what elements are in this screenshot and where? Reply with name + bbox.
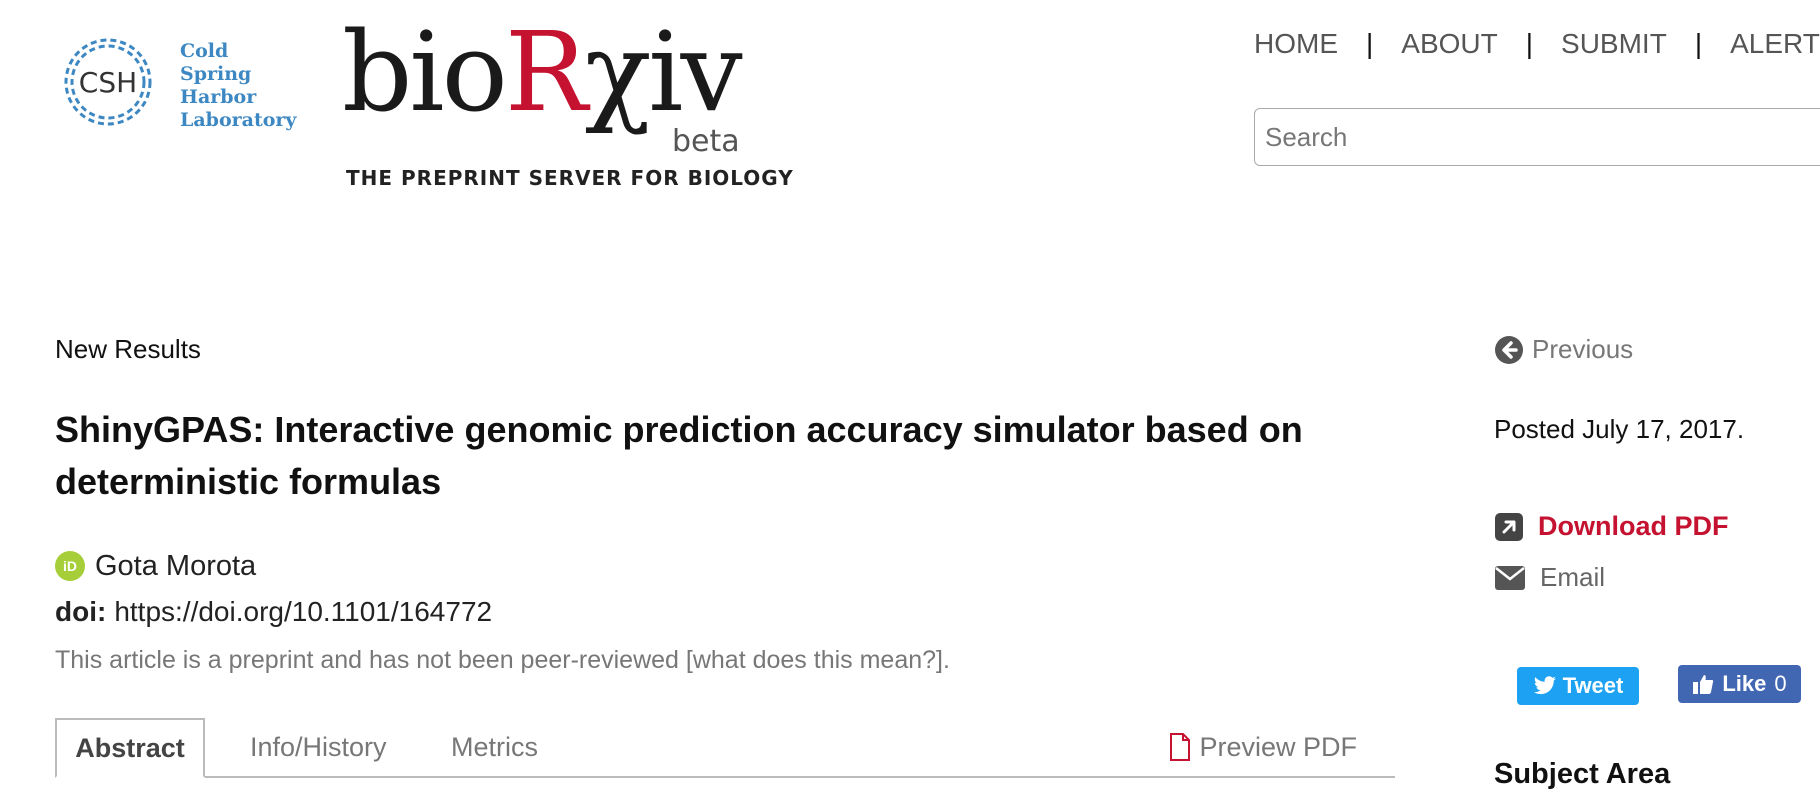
tab-metrics[interactable]: Metrics — [451, 731, 538, 762]
nav-home[interactable]: HOME — [1254, 28, 1338, 59]
envelope-icon — [1495, 565, 1525, 590]
facebook-like-button[interactable]: Like 0 — [1678, 665, 1801, 703]
article-section-label: New Results — [55, 334, 201, 364]
preview-pdf-button[interactable]: Preview PDF — [1169, 718, 1357, 776]
biorxiv-wordmark: bioRχiv — [342, 8, 743, 136]
posted-date: Posted July 17, 2017. — [1494, 414, 1745, 444]
like-label: Like — [1722, 671, 1767, 696]
like-count: 0 — [1774, 671, 1787, 696]
previous-link[interactable]: Previous — [1494, 334, 1633, 365]
orcid-icon[interactable]: iD — [55, 551, 85, 581]
csh-monogram: CSH — [79, 66, 137, 99]
tweet-button[interactable]: Tweet — [1517, 667, 1639, 705]
subject-area-heading: Subject Area — [1494, 758, 1671, 790]
biorxiv-logo[interactable]: bioRχiv beta THE PREPRINT SERVER FOR BIO… — [342, 8, 793, 195]
arrow-left-circle-icon — [1495, 335, 1523, 364]
thumbs-up-icon — [1693, 675, 1714, 694]
email-link[interactable]: Email — [1494, 562, 1605, 593]
tab-info-history[interactable]: Info/History — [250, 731, 387, 762]
author-name[interactable]: Gota Morota — [95, 549, 257, 582]
csh-wordmark: Cold Spring Harbor Laboratory — [180, 40, 297, 131]
nav-about[interactable]: ABOUT — [1401, 28, 1498, 59]
tab-abstract[interactable]: Abstract — [55, 718, 205, 778]
tweet-label: Tweet — [1562, 673, 1624, 698]
previous-label: Previous — [1532, 334, 1634, 364]
email-label: Email — [1540, 562, 1606, 592]
doi-row: doi: https://doi.org/10.1101/164772 — [55, 596, 492, 628]
download-pdf-link[interactable]: Download PDF — [1494, 511, 1729, 542]
nav-separator: | — [1694, 28, 1703, 59]
nav-submit[interactable]: SUBMIT — [1561, 28, 1667, 59]
csh-logo[interactable]: CSH Cold Spring Harbor Laboratory — [60, 30, 300, 140]
article-tabs: Abstract Info/History Metrics Preview PD… — [55, 718, 1395, 778]
article-title: ShinyGPAS: Interactive genomic predictio… — [55, 409, 1303, 502]
pdf-file-icon — [1170, 733, 1191, 761]
preprint-note[interactable]: This article is a preprint and has not b… — [55, 646, 950, 674]
author-row: iD Gota Morota — [55, 548, 256, 584]
beta-label: beta — [672, 124, 740, 159]
tagline: THE PREPRINT SERVER FOR BIOLOGY — [346, 166, 794, 190]
preview-pdf-label: Preview PDF — [1199, 731, 1357, 762]
nav-separator: | — [1525, 28, 1534, 59]
external-link-icon — [1495, 512, 1523, 541]
search-input[interactable] — [1254, 108, 1820, 166]
csh-helix-icon: CSH — [64, 38, 152, 126]
download-pdf-label: Download PDF — [1538, 511, 1729, 541]
nav-separator: | — [1366, 28, 1374, 59]
twitter-bird-icon — [1533, 676, 1556, 695]
doi-label: doi: — [55, 596, 107, 627]
doi-link[interactable]: https://doi.org/10.1101/164772 — [114, 596, 493, 627]
